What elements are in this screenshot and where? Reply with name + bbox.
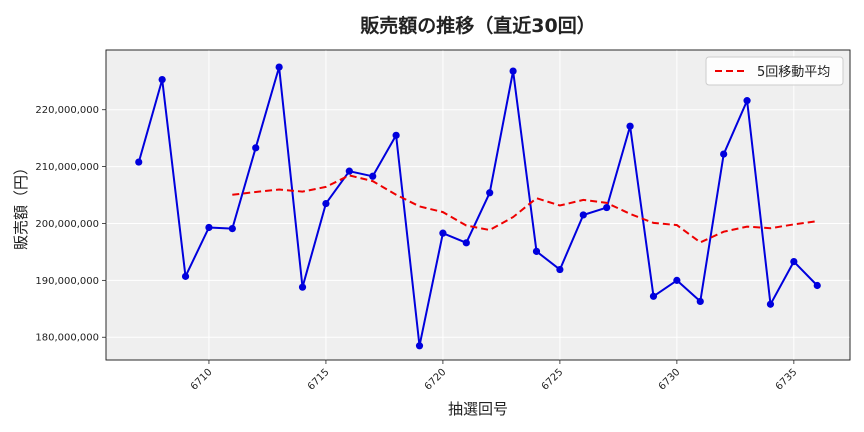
- x-tick-label: 6725: [540, 367, 566, 393]
- sales-point: [556, 265, 564, 274]
- sales-point: [790, 257, 798, 266]
- sales-point: [532, 247, 541, 255]
- plot-frame: [105, 49, 851, 361]
- sales-point: [205, 223, 213, 232]
- moving-average-line: [232, 174, 818, 244]
- sales-point: [298, 283, 307, 291]
- sales-point: [135, 158, 143, 166]
- sales-point: [720, 150, 728, 158]
- sales-point: [415, 342, 424, 350]
- sales-point: [626, 122, 634, 130]
- sales-line: [137, 66, 818, 347]
- sales-point: [649, 292, 658, 300]
- x-tick-label: 6710: [189, 367, 215, 393]
- x-tick-label: 6720: [423, 367, 449, 393]
- x-tick-label: 6715: [306, 367, 332, 393]
- y-tick-label: 220,000,000: [35, 105, 99, 116]
- plot-background: [105, 49, 851, 361]
- legend-label-moving-average: 5回移動平均: [757, 65, 830, 80]
- y-axis-label: 販売額（円）: [12, 160, 30, 250]
- y-tick-label: 200,000,000: [35, 219, 99, 230]
- sales-point: [766, 300, 775, 308]
- sales-point: [392, 131, 400, 139]
- y-tick-label: 180,000,000: [35, 333, 99, 344]
- sales-point: [813, 281, 821, 290]
- sales-point: [228, 225, 236, 233]
- chart-title: 販売額の推移（直近30回）: [360, 14, 595, 37]
- sales-point: [369, 172, 377, 180]
- sales-point: [743, 97, 751, 105]
- grid-lines: [106, 50, 850, 360]
- legend: 5回移動平均: [705, 56, 844, 86]
- legend-box: [705, 56, 844, 86]
- series-layer: [135, 63, 821, 350]
- sales-point: [579, 211, 587, 219]
- sales-point: [181, 272, 190, 280]
- sales-point: [275, 63, 283, 71]
- x-tick-label: 6735: [774, 367, 800, 393]
- sales-point: [322, 199, 330, 208]
- x-tick-label: 6730: [657, 367, 683, 393]
- sales-point: [603, 203, 611, 212]
- sales-point: [673, 276, 681, 284]
- sales-point: [486, 189, 494, 197]
- sales-point: [509, 67, 517, 75]
- sales-point: [252, 144, 260, 152]
- sales-point: [439, 229, 447, 237]
- y-tick-label: 210,000,000: [35, 162, 99, 173]
- y-tick-label: 190,000,000: [35, 276, 99, 287]
- sales-point: [345, 167, 353, 175]
- sales-point: [158, 75, 166, 84]
- x-axis-label: 抽選回号: [448, 400, 508, 418]
- sales-point: [696, 297, 704, 306]
- sales-point: [462, 239, 470, 247]
